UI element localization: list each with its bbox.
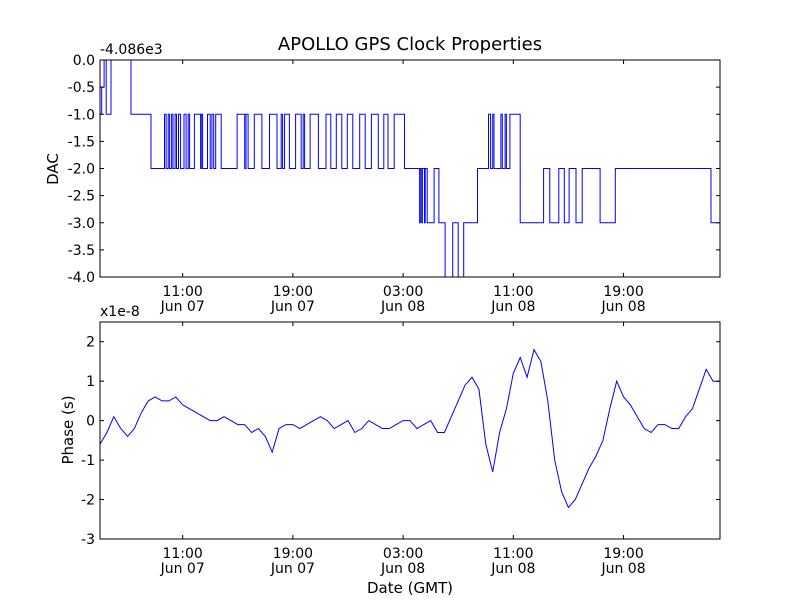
phase-xtick-time-label: 19:00 bbox=[273, 546, 313, 562]
phase-xtick-time-label: 11:00 bbox=[493, 546, 533, 562]
dac-ytick-label: -4.0 bbox=[68, 270, 95, 286]
phase-xtick-time-label: 11:00 bbox=[162, 546, 202, 562]
phase-ytick-label: -1 bbox=[81, 453, 95, 469]
phase-ytick-label: 0 bbox=[86, 414, 95, 430]
dac-ytick-label: -3.0 bbox=[68, 216, 95, 232]
dac-xtick-time-label: 03:00 bbox=[383, 284, 423, 300]
dac-xtick-date-label: Jun 08 bbox=[490, 299, 535, 315]
phase-xtick-date-label: Jun 08 bbox=[600, 561, 645, 577]
dac-y-ticks: -4.0 -3.5 -3.0 -2.5 -2.0 -1.5 -1.0 -0.5 0.0 bbox=[68, 53, 720, 286]
dac-y-axis-label: DAC bbox=[44, 153, 62, 185]
dac-ytick-label: 0.0 bbox=[73, 53, 95, 69]
phase-ytick-label: 2 bbox=[86, 335, 95, 351]
phase-ytick-label: -3 bbox=[81, 532, 95, 548]
dac-xtick-time-label: 11:00 bbox=[493, 284, 533, 300]
dac-ytick-label: -1.0 bbox=[68, 107, 95, 123]
dac-xtick-date-label: Jun 08 bbox=[380, 299, 425, 315]
phase-plot-area bbox=[100, 322, 720, 539]
phase-y-axis-label: Phase (s) bbox=[59, 395, 77, 464]
phase-xtick-date-label: Jun 07 bbox=[160, 561, 205, 577]
phase-y-ticks: -3 -2 -1 0 1 2 bbox=[81, 335, 720, 548]
phase-xtick-time-label: 03:00 bbox=[383, 546, 423, 562]
dac-xtick-date-label: Jun 08 bbox=[600, 299, 645, 315]
phase-ytick-label: -2 bbox=[81, 493, 95, 509]
phase-offset-label: x1e-8 bbox=[100, 304, 140, 320]
dac-offset-label: -4.086e3 bbox=[100, 42, 163, 58]
dac-ytick-label: -3.5 bbox=[68, 243, 95, 259]
phase-xtick-date-label: Jun 07 bbox=[270, 561, 315, 577]
phase-xtick-time-label: 19:00 bbox=[603, 546, 643, 562]
phase-ytick-label: 1 bbox=[86, 374, 95, 390]
dac-xtick-time-label: 19:00 bbox=[273, 284, 313, 300]
dac-xtick-date-label: Jun 07 bbox=[270, 299, 315, 315]
phase-axes-frame bbox=[99, 321, 721, 540]
dac-xtick-time-label: 11:00 bbox=[162, 284, 202, 300]
phase-x-axis-label: Date (GMT) bbox=[367, 579, 453, 597]
chart-title: APOLLO GPS Clock Properties bbox=[278, 34, 542, 55]
dac-ytick-label: -1.5 bbox=[68, 134, 95, 150]
phase-series-line bbox=[99, 348, 720, 509]
dac-xtick-time-label: 19:00 bbox=[603, 284, 643, 300]
phase-xtick-date-label: Jun 08 bbox=[490, 561, 535, 577]
dac-ytick-label: -2.5 bbox=[68, 189, 95, 205]
dac-panel: -4.0 -3.5 -3.0 -2.5 -2.0 -1.5 -1.0 -0.5 0.0 11:0… bbox=[44, 42, 721, 315]
dac-ytick-label: -2.0 bbox=[68, 162, 95, 178]
dac-xtick-date-label: Jun 07 bbox=[160, 299, 205, 315]
dac-ytick-label: -0.5 bbox=[68, 80, 95, 96]
phase-xtick-date-label: Jun 08 bbox=[380, 561, 425, 577]
dac-series-line bbox=[100, 59, 721, 278]
